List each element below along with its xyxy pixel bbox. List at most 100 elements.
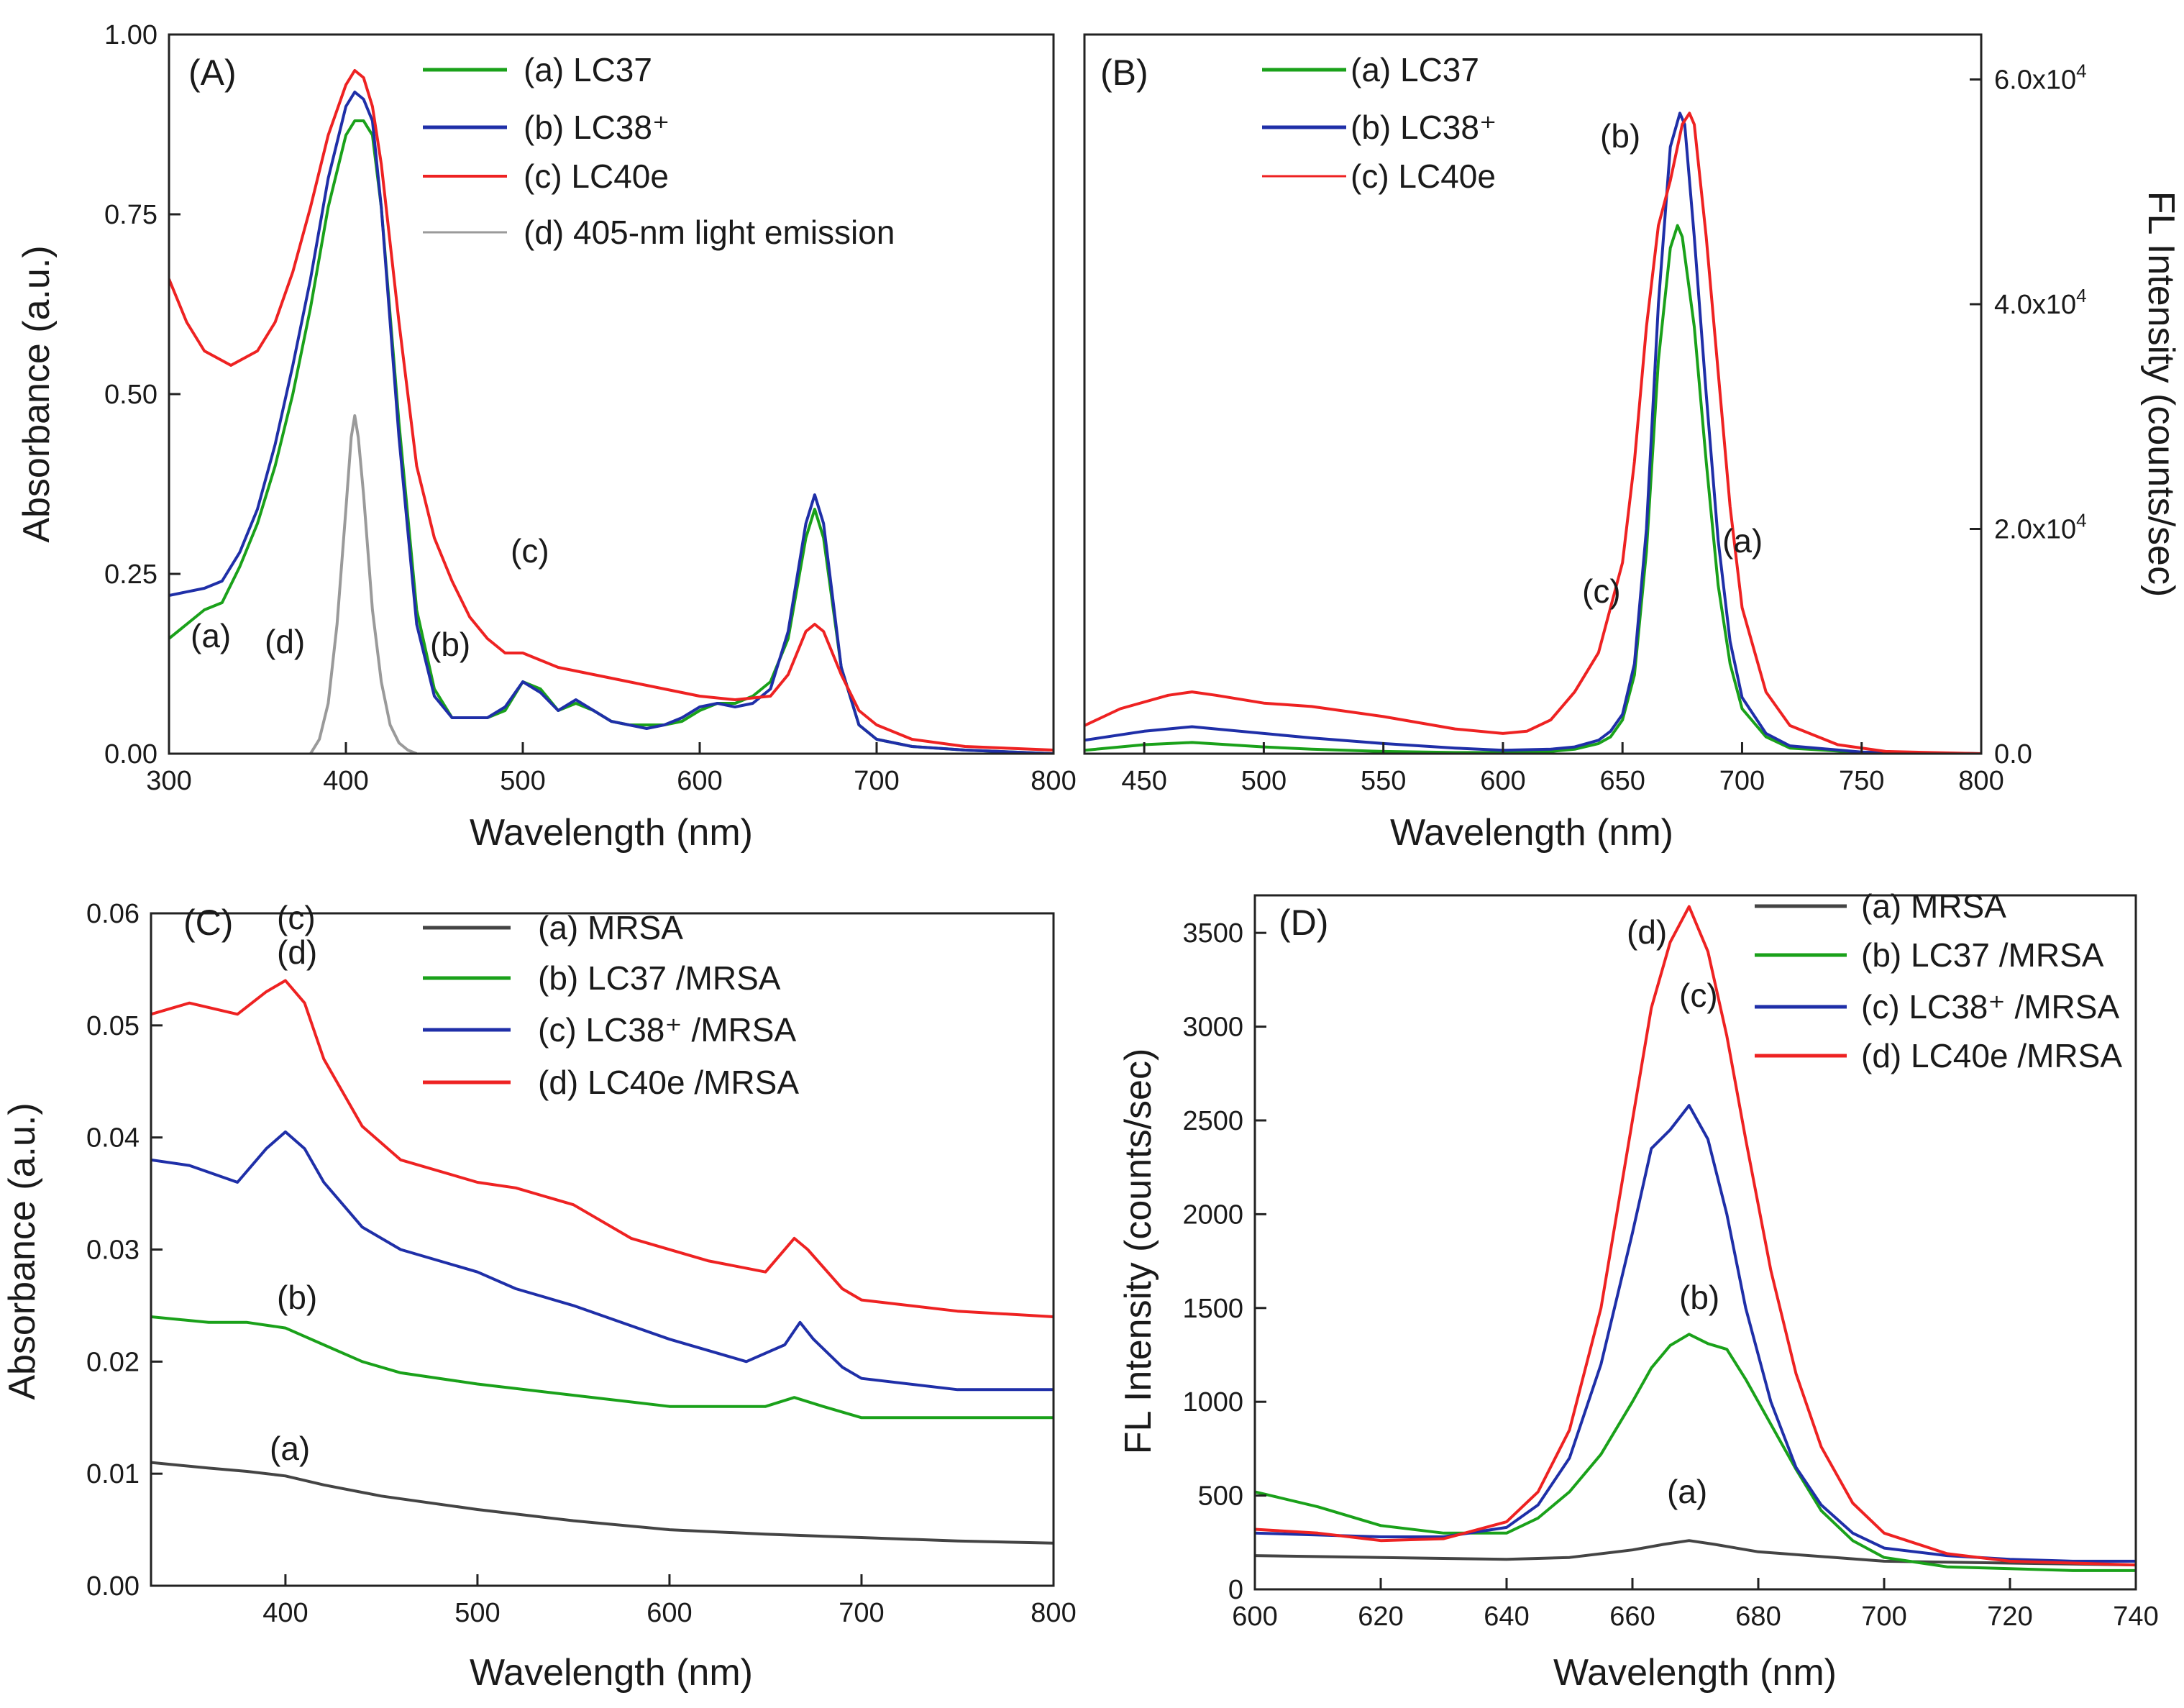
series-line-d-405-nm-light-emission	[309, 414, 418, 754]
x-tick-label-620: 620	[1358, 1602, 1403, 1632]
panel-b-y-axis-title: FL Intensity (counts/sec)	[2140, 191, 2182, 598]
series-line-b-lc38	[1084, 111, 1981, 754]
legend-label-mrsa: (a) MRSA	[1861, 887, 2006, 925]
curve-label-d: (d)	[277, 933, 317, 971]
x-tick-label-400: 400	[262, 1598, 308, 1628]
curve-label-a: (a)	[270, 1430, 310, 1467]
x-tick-label-300: 300	[146, 766, 191, 796]
y-tick-label-2: 0.50	[104, 380, 157, 410]
y-tick-label-0: 0	[1228, 1575, 1243, 1605]
curve-label-b: (b)	[430, 626, 470, 663]
curve-label-c: (c)	[1582, 572, 1621, 610]
panel-b-frame	[1083, 33, 1983, 755]
series-line-c-lc40e	[1084, 111, 1981, 754]
x-tick-label-600: 600	[646, 1598, 692, 1628]
x-tick-label-660: 660	[1609, 1602, 1655, 1632]
y-tick-label-1: 0.01	[86, 1459, 140, 1489]
y-tick-label-3: 0.75	[104, 200, 157, 230]
curve-label-c: (c)	[1679, 977, 1718, 1014]
curve-label-b: (b)	[277, 1279, 317, 1316]
y-tick-label-6: 3000	[1182, 1013, 1243, 1043]
panel-d-y-axis-title: FL Intensity (counts/sec)	[1118, 1049, 1159, 1455]
x-tick-label-500: 500	[1241, 766, 1287, 796]
legend-label-lc37: (a) LC37	[524, 51, 652, 88]
y-tick-label-1: 500	[1198, 1481, 1243, 1512]
panel-a-legend: (a) LC37 (b) LC38⁺ (c) LC40e (d) 405-nm …	[423, 51, 895, 251]
series-line-a-mrsa	[151, 1461, 1054, 1545]
curve-label-b: (b)	[1600, 117, 1640, 155]
y-tick-label-3: 1500	[1182, 1294, 1243, 1324]
legend-label-lc38-mrsa: (c) LC38⁺ /MRSA	[538, 1011, 796, 1049]
y-tick-label-7: 3500	[1182, 918, 1243, 949]
panel-d-label: (D)	[1279, 903, 1328, 943]
legend-label-lc38: (b) LC38⁺	[1351, 109, 1497, 146]
legend-label-lc37: (a) LC37	[1351, 51, 1479, 88]
series-line-d-lc40e-mrsa	[151, 979, 1054, 1318]
panel-d-frame	[1253, 894, 2137, 1591]
legend-label-lc38-mrsa: (c) LC38⁺ /MRSA	[1861, 988, 2119, 1026]
panel-c-legend: (a) MRSA (b) LC37 /MRSA (c) LC38⁺ /MRSA …	[423, 909, 799, 1101]
x-tick-label-600: 600	[677, 766, 722, 796]
y-tick-label-0: 0.00	[86, 1571, 140, 1602]
panel-c-y-axis-title: Absorbance (a.u.)	[1, 1102, 43, 1399]
panel-a: 300 400 500 600 700 800 0.00 0.25 0.50 0.75 1.00 (…	[16, 20, 1077, 854]
legend-label-lc40e: (c) LC40e	[524, 157, 669, 195]
y-tick-label-5: 0.05	[86, 1011, 140, 1041]
y-tick-label-2: 1000	[1182, 1387, 1243, 1417]
panel-b-label: (B)	[1100, 52, 1148, 93]
series-line-c-lc38-mrsa	[151, 1130, 1054, 1392]
x-tick-label-800: 800	[1031, 766, 1076, 796]
curve-label-a: (a)	[1722, 522, 1763, 560]
panel-a-x-axis-title: Wavelength (nm)	[470, 812, 753, 854]
y-tick-label-4: 0.04	[86, 1123, 140, 1154]
y-tick-label-1: 2.0x104	[1994, 510, 2087, 545]
x-tick-label-700: 700	[1719, 766, 1765, 796]
curve-label-a: (a)	[1667, 1473, 1707, 1510]
x-tick-label-740: 740	[2113, 1602, 2158, 1632]
x-tick-label-700: 700	[839, 1598, 884, 1628]
y-tick-label-5: 2500	[1182, 1106, 1243, 1136]
series-line-b-lc37-mrsa	[151, 1315, 1054, 1420]
panel-a-y-axis-title: Absorbance (a.u.)	[16, 245, 58, 542]
y-tick-label-4: 1.00	[104, 20, 157, 50]
x-tick-label-750: 750	[1839, 766, 1884, 796]
x-tick-label-640: 640	[1484, 1602, 1529, 1632]
series-line-c-lc38-mrsa	[1255, 1104, 2136, 1563]
panel-a-frame	[168, 33, 1055, 755]
y-tick-label-4: 2000	[1182, 1200, 1243, 1230]
x-tick-label-680: 680	[1735, 1602, 1781, 1632]
panel-a-label: (A)	[188, 52, 237, 93]
panel-d-legend: (a) MRSA (b) LC37 /MRSA (c) LC38⁺ /MRSA …	[1755, 887, 2122, 1074]
x-tick-label-600: 600	[1480, 766, 1525, 796]
y-tick-label-3: 6.0x104	[1994, 60, 2087, 96]
legend-label-405nm-emission: (d) 405-nm light emission	[524, 214, 895, 251]
legend-label-lc40e-mrsa: (d) LC40e /MRSA	[538, 1064, 799, 1101]
panel-d-x-axis-title: Wavelength (nm)	[1553, 1652, 1837, 1694]
legend-label-lc37-mrsa: (b) LC37 /MRSA	[1861, 936, 2104, 974]
series-line-b-lc37-mrsa	[1255, 1333, 2136, 1572]
panel-c: 400 500 600 700 800 0.00 0.01 0.02 0.03 0.04 0.05 0…	[1, 899, 1077, 1694]
x-tick-label-500: 500	[500, 766, 545, 796]
x-tick-label-600: 600	[1232, 1602, 1277, 1632]
series-line-d-lc40e-mrsa	[1255, 905, 2136, 1567]
y-tick-label-6: 0.06	[86, 899, 140, 929]
y-tick-label-1: 0.25	[104, 560, 157, 590]
series-line-a-lc37	[1084, 224, 1981, 754]
panel-b-legend: (a) LC37 (b) LC38⁺ (c) LC40e	[1262, 51, 1497, 195]
panel-c-x-axis-title: Wavelength (nm)	[470, 1652, 753, 1694]
y-tick-label-0: 0.0	[1994, 739, 2032, 769]
x-tick-label-800: 800	[1958, 766, 2003, 796]
x-tick-label-450: 450	[1121, 766, 1166, 796]
panel-b-x-axis-title: Wavelength (nm)	[1390, 812, 1673, 854]
x-tick-label-700: 700	[854, 766, 899, 796]
curve-label-c: (c)	[511, 532, 549, 570]
x-tick-label-720: 720	[1987, 1602, 2032, 1632]
x-tick-label-800: 800	[1031, 1598, 1076, 1628]
curve-label-d: (d)	[1627, 913, 1667, 951]
x-tick-label-700: 700	[1861, 1602, 1906, 1632]
panel-c-label: (C)	[183, 903, 233, 943]
legend-label-lc38: (b) LC38⁺	[524, 109, 670, 146]
